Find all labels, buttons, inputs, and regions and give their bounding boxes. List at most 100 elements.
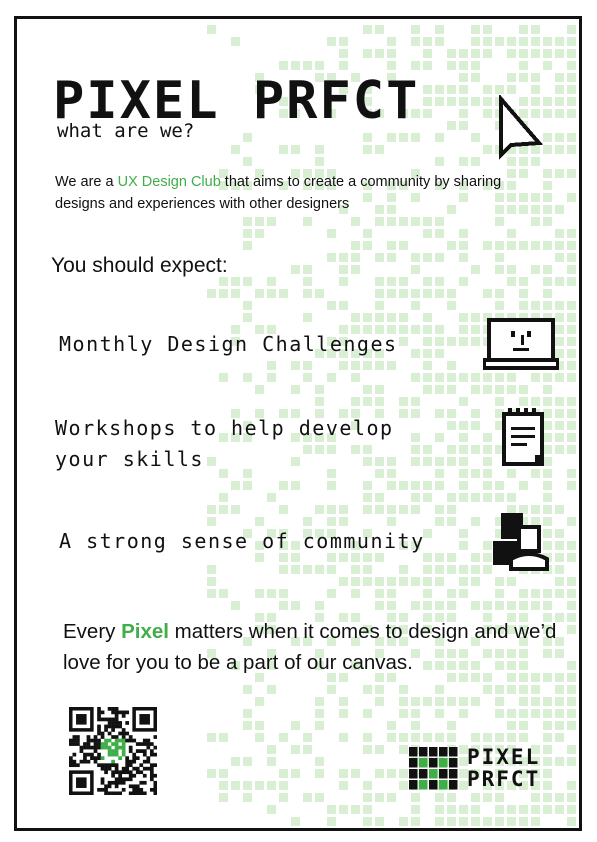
- background-pixel: [387, 313, 396, 322]
- background-pixel: [219, 433, 228, 442]
- background-pixel: [339, 337, 348, 346]
- background-pixel: [267, 757, 276, 766]
- background-pixel: [567, 613, 576, 622]
- background-pixel: [459, 313, 468, 322]
- background-pixel: [363, 817, 372, 826]
- background-pixel: [435, 85, 444, 94]
- background-pixel: [531, 37, 540, 46]
- background-pixel: [423, 601, 432, 610]
- background-pixel: [459, 469, 468, 478]
- background-pixel: [483, 817, 492, 826]
- background-pixel: [315, 145, 324, 154]
- background-pixel: [219, 169, 228, 178]
- background-pixel: [579, 625, 582, 634]
- background-pixel: [543, 169, 552, 178]
- background-pixel: [579, 481, 582, 490]
- background-pixel: [399, 133, 408, 142]
- background-pixel: [351, 373, 360, 382]
- background-pixel: [411, 733, 420, 742]
- background-pixel: [411, 505, 420, 514]
- background-pixel: [375, 277, 384, 286]
- background-pixel: [315, 769, 324, 778]
- background-pixel: [543, 97, 552, 106]
- background-pixel: [459, 193, 468, 202]
- background-pixel: [519, 277, 528, 286]
- background-pixel: [363, 49, 372, 58]
- background-pixel: [555, 685, 564, 694]
- background-pixel: [327, 229, 336, 238]
- background-pixel: [255, 613, 264, 622]
- background-pixel: [459, 85, 468, 94]
- background-pixel: [519, 37, 528, 46]
- background-pixel: [531, 25, 540, 34]
- background-pixel: [231, 37, 240, 46]
- background-pixel: [555, 349, 564, 358]
- background-pixel: [279, 181, 288, 190]
- background-pixel: [219, 277, 228, 286]
- background-pixel: [387, 613, 396, 622]
- background-pixel: [555, 301, 564, 310]
- background-pixel: [267, 493, 276, 502]
- background-pixel: [483, 49, 492, 58]
- background-pixel: [219, 373, 228, 382]
- background-pixel: [351, 445, 360, 454]
- background-pixel: [363, 481, 372, 490]
- background-pixel: [459, 229, 468, 238]
- background-pixel: [471, 385, 480, 394]
- background-pixel: [207, 505, 216, 514]
- background-pixel: [339, 349, 348, 358]
- background-pixel: [375, 253, 384, 262]
- background-pixel: [435, 289, 444, 298]
- background-pixel: [435, 337, 444, 346]
- background-pixel: [567, 793, 576, 802]
- background-pixel: [579, 769, 582, 778]
- background-pixel: [567, 397, 576, 406]
- background-pixel: [483, 493, 492, 502]
- background-pixel: [279, 409, 288, 418]
- background-pixel: [447, 565, 456, 574]
- background-pixel: [519, 301, 528, 310]
- background-pixel: [399, 637, 408, 646]
- background-pixel: [351, 325, 360, 334]
- background-pixel: [495, 601, 504, 610]
- background-pixel: [411, 457, 420, 466]
- background-pixel: [291, 169, 300, 178]
- background-pixel: [543, 529, 552, 538]
- background-pixel: [447, 445, 456, 454]
- background-pixel: [399, 481, 408, 490]
- background-pixel: [423, 661, 432, 670]
- background-pixel: [351, 421, 360, 430]
- background-pixel: [447, 805, 456, 814]
- background-pixel: [567, 469, 576, 478]
- background-pixel: [447, 613, 456, 622]
- background-pixel: [531, 829, 540, 831]
- background-pixel: [399, 577, 408, 586]
- background-pixel: [327, 529, 336, 538]
- background-pixel: [579, 85, 582, 94]
- background-pixel: [471, 793, 480, 802]
- background-pixel: [423, 733, 432, 742]
- background-pixel: [327, 37, 336, 46]
- background-pixel: [519, 805, 528, 814]
- background-pixel: [495, 517, 504, 526]
- background-pixel: [387, 829, 396, 831]
- background-pixel: [207, 457, 216, 466]
- background-pixel: [435, 97, 444, 106]
- background-pixel: [375, 745, 384, 754]
- background-pixel: [447, 49, 456, 58]
- background-pixel: [483, 37, 492, 46]
- background-pixel: [495, 313, 504, 322]
- background-pixel: [315, 397, 324, 406]
- background-pixel: [351, 805, 360, 814]
- background-pixel: [351, 73, 360, 82]
- background-pixel: [351, 241, 360, 250]
- background-pixel: [459, 73, 468, 82]
- background-pixel: [399, 505, 408, 514]
- background-pixel: [279, 601, 288, 610]
- background-pixel: [543, 721, 552, 730]
- qr-code[interactable]: [69, 707, 157, 795]
- background-pixel: [423, 49, 432, 58]
- background-pixel: [507, 469, 516, 478]
- background-pixel: [519, 397, 528, 406]
- background-pixel: [519, 61, 528, 70]
